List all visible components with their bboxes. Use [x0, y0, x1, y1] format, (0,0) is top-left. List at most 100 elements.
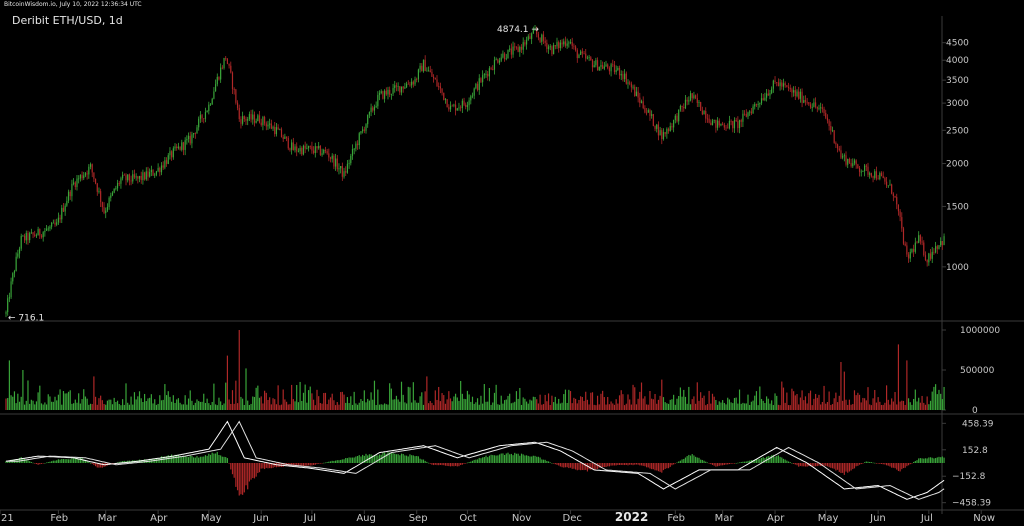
volume-bar	[750, 401, 752, 410]
volume-bar	[39, 385, 41, 410]
macd-histogram-bar	[362, 454, 364, 463]
volume-bar	[776, 395, 778, 410]
volume-bar	[186, 404, 188, 410]
volume-bar	[532, 396, 534, 410]
volume-bar	[686, 403, 688, 410]
volume-bar	[752, 400, 754, 410]
price-candle	[400, 86, 403, 93]
price-candle	[485, 73, 487, 75]
volume-bar	[292, 399, 294, 410]
price-candle	[226, 58, 229, 64]
price-candle	[277, 127, 279, 130]
macd-histogram-bar	[233, 463, 235, 478]
volume-bar	[274, 399, 276, 410]
macd-histogram-bar	[341, 459, 343, 463]
volume-bar	[74, 399, 76, 410]
price-candle	[738, 120, 741, 129]
macd-histogram-bar	[657, 463, 660, 472]
x-tick-label: Jun	[869, 513, 886, 524]
volume-bar	[333, 400, 335, 410]
macd-histogram-bar	[791, 463, 793, 464]
volume-bar	[874, 389, 876, 410]
volume-bar	[334, 405, 337, 410]
price-candle	[79, 174, 81, 179]
macd-histogram-bar	[230, 463, 232, 470]
volume-bar	[351, 404, 354, 410]
price-candle	[860, 171, 862, 173]
price-candle	[803, 100, 805, 103]
macd-histogram-bar	[522, 454, 524, 463]
price-candle	[176, 146, 178, 149]
volume-bar	[913, 398, 915, 410]
volume-bar	[88, 404, 90, 410]
macd-histogram-bar	[541, 459, 543, 463]
price-candle	[512, 46, 514, 55]
price-candle	[422, 59, 425, 72]
volume-bar	[891, 398, 893, 410]
price-candle	[274, 126, 276, 135]
volume-bar	[808, 393, 810, 410]
volume-bar	[497, 404, 499, 410]
macd-histogram-bar	[681, 459, 683, 463]
volume-bar	[147, 398, 149, 410]
macd-histogram-bar	[30, 461, 32, 463]
volume-bar	[498, 404, 501, 410]
volume-bar	[465, 399, 467, 410]
macd-histogram-bar	[326, 462, 328, 463]
macd-histogram-bar	[434, 463, 436, 465]
macd-histogram-bar	[196, 456, 198, 463]
macd-histogram-bar	[27, 460, 29, 463]
volume-bar	[326, 404, 328, 410]
macd-histogram-bar	[353, 457, 355, 463]
macd-histogram-bar	[164, 456, 166, 463]
macd-histogram-bar	[84, 459, 87, 463]
price-candle	[590, 57, 592, 61]
macd-histogram-bar	[294, 463, 296, 467]
price-candle	[18, 248, 21, 254]
volume-bar	[581, 397, 583, 410]
price-candle	[635, 91, 638, 96]
macd-histogram-bar	[444, 463, 447, 466]
volume-bar	[703, 395, 705, 410]
price-candle	[708, 118, 710, 123]
macd-histogram-bar	[29, 461, 31, 463]
macd-histogram-bar	[531, 456, 533, 463]
volume-bar	[221, 405, 223, 410]
price-candle	[438, 86, 440, 87]
price-candle	[471, 95, 474, 97]
price-candle	[269, 123, 271, 125]
price-candle	[789, 88, 791, 90]
volume-bar	[122, 399, 124, 410]
price-candle	[750, 111, 752, 114]
volume-bar	[108, 399, 110, 410]
volume-bar	[803, 400, 805, 410]
price-candle	[220, 67, 222, 80]
macd-histogram-bar	[515, 453, 518, 463]
volume-bar	[671, 399, 673, 410]
macd-histogram-bar	[647, 463, 649, 468]
price-candle	[559, 42, 561, 49]
macd-histogram-bar	[568, 463, 570, 469]
price-candle	[705, 111, 707, 119]
x-tick-label: Jul	[303, 513, 316, 524]
volume-bar	[885, 385, 888, 410]
volume-bar	[816, 397, 818, 410]
macd-histogram-bar	[718, 463, 720, 466]
price-candle	[688, 100, 690, 102]
macd-histogram-bar	[882, 463, 884, 465]
volume-bar	[848, 399, 850, 410]
macd-histogram-bar	[943, 457, 945, 463]
price-candle	[836, 144, 839, 149]
x-tick-label: Feb	[667, 513, 685, 524]
macd-histogram-bar	[402, 453, 404, 463]
volume-bar	[265, 392, 267, 410]
macd-histogram-bar	[343, 459, 345, 463]
volume-bar	[696, 382, 698, 410]
price-candle	[465, 104, 467, 107]
volume-bar	[789, 405, 791, 410]
macd-histogram-bar	[891, 463, 893, 468]
price-candle	[722, 123, 724, 125]
volume-bar	[520, 404, 523, 410]
macd-histogram-bar	[664, 463, 666, 469]
price-candle	[154, 174, 156, 176]
